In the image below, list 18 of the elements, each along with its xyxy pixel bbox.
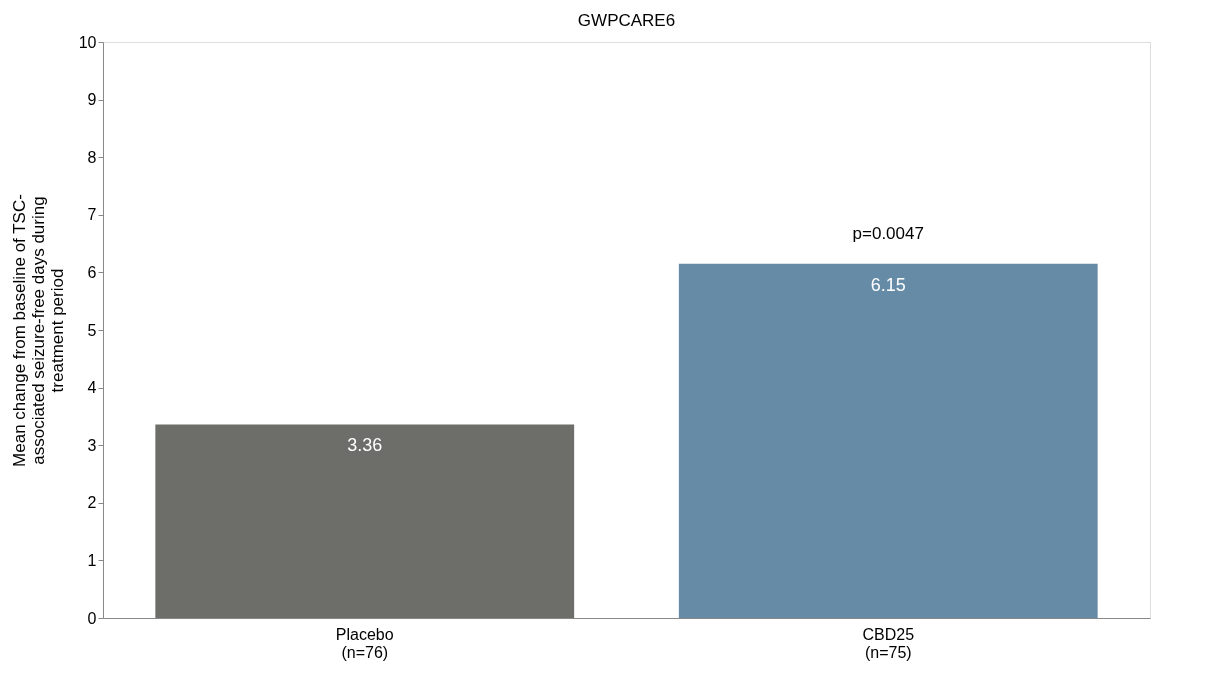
y-axis-title: Mean change from baseline of TSC- associated seizure-free days during treatment period bbox=[9, 194, 67, 467]
chart-title: GWPCARE6 bbox=[577, 11, 676, 30]
x-tick-label: Placebo (n=76) bbox=[335, 625, 394, 661]
data-label: 3.36 bbox=[347, 435, 383, 456]
y-tick-label: 9 bbox=[87, 91, 97, 109]
y-tick-label: 4 bbox=[87, 379, 97, 397]
y-tick-label: 1 bbox=[87, 551, 97, 569]
y-tick-label: 0 bbox=[87, 609, 97, 627]
data-label: 6.15 bbox=[870, 274, 906, 295]
y-tick-label: 7 bbox=[87, 206, 97, 224]
y-tick-label: 2 bbox=[87, 494, 97, 512]
x-tick-label: CBD25 (n=75) bbox=[862, 625, 915, 661]
y-tick-label: 10 bbox=[78, 33, 97, 51]
y-tick-label: 3 bbox=[87, 436, 97, 454]
annotation: p=0.0047 bbox=[852, 223, 924, 243]
y-tick-label: 8 bbox=[87, 148, 97, 166]
y-tick-label: 5 bbox=[87, 321, 97, 339]
y-tick-label: 6 bbox=[87, 263, 97, 281]
